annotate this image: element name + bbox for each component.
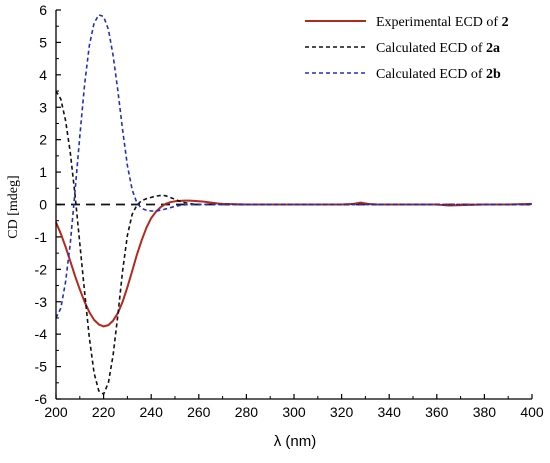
y-tick-label: 2 bbox=[39, 132, 47, 148]
y-tick-label: -6 bbox=[35, 391, 48, 407]
y-tick-label: 5 bbox=[39, 34, 47, 50]
series-layer bbox=[55, 14, 533, 395]
series-line-3 bbox=[55, 14, 532, 319]
x-tick-label: 260 bbox=[187, 404, 211, 420]
x-tick-label: 300 bbox=[282, 404, 306, 420]
y-tick-label: 6 bbox=[39, 2, 47, 18]
y-tick-label: -3 bbox=[35, 294, 48, 310]
x-tick-label: 400 bbox=[520, 404, 544, 420]
x-tick-label: 360 bbox=[425, 404, 449, 420]
series-line-2 bbox=[55, 90, 532, 395]
x-tick-label: 280 bbox=[235, 404, 259, 420]
legend: Experimental ECD of 2 Calculated ECD of 2… bbox=[305, 15, 509, 82]
x-axis-label: λ (nm) bbox=[274, 433, 317, 450]
y-tick-label: -1 bbox=[35, 229, 48, 245]
series-line-1 bbox=[55, 199, 533, 328]
y-tick-label: 0 bbox=[39, 197, 47, 213]
y-tick-label: -4 bbox=[35, 326, 48, 342]
x-tick-label: 200 bbox=[44, 404, 68, 420]
y-tick-label: 1 bbox=[39, 164, 47, 180]
legend-entry-1: Experimental ECD of 2 bbox=[376, 15, 509, 30]
y-tick-label: -5 bbox=[35, 359, 48, 375]
x-tick-label: 220 bbox=[92, 404, 116, 420]
x-tick-label: 340 bbox=[378, 404, 402, 420]
y-tick-label: 4 bbox=[39, 67, 47, 83]
y-tick-label: -2 bbox=[35, 261, 48, 277]
y-axis-label: CD [mdeg] bbox=[6, 175, 21, 238]
y-tick-label: 3 bbox=[39, 99, 47, 115]
legend-entry-3: Calculated ECD of 2b bbox=[376, 67, 501, 82]
x-tick-label: 320 bbox=[330, 404, 354, 420]
legend-entry-2: Calculated ECD of 2a bbox=[376, 41, 500, 56]
ticks-layer: 200 220 240 260 280 300 320 340 360 380 400 6 5 4 3 2 1 0… bbox=[35, 2, 544, 420]
x-tick-label: 240 bbox=[140, 404, 164, 420]
x-tick-label: 380 bbox=[473, 404, 497, 420]
